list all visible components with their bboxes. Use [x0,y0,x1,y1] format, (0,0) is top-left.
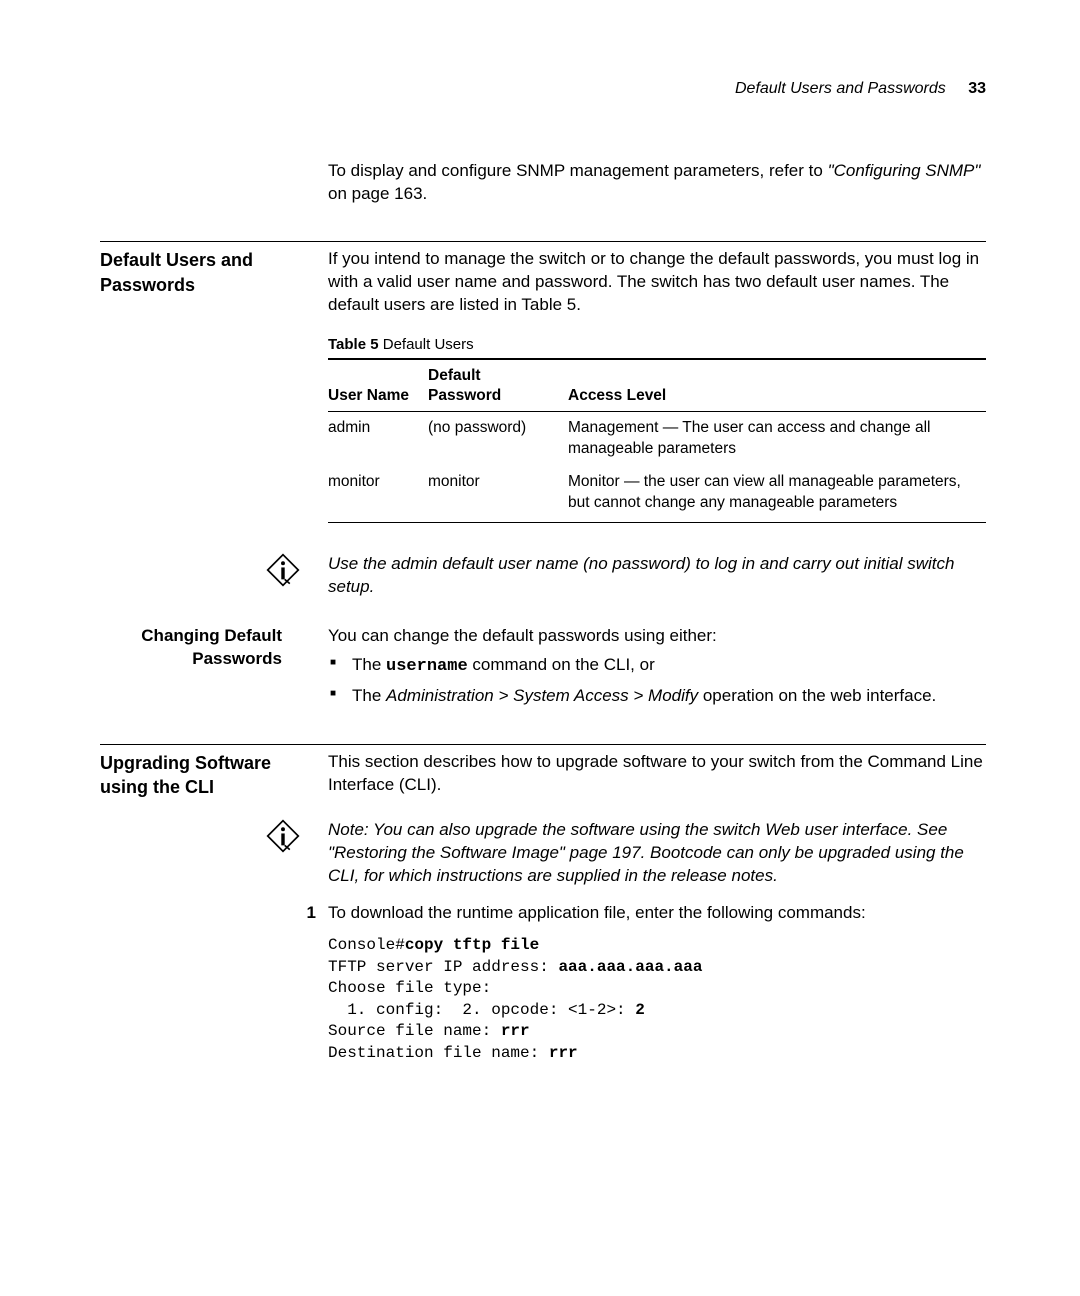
li-text: The [352,655,386,674]
li-text-tail: operation on the web interface. [698,686,936,705]
table-caption: Table 5 Default Users [328,335,986,355]
th-password-l2: Password [428,387,501,404]
code-text: Console# [328,936,405,954]
section-heading-changing-passwords: Changing Default Passwords [100,625,310,671]
changing-passwords-paragraph: You can change the default passwords usi… [328,625,986,648]
step-number: 1 [100,902,328,925]
default-users-paragraph: If you intend to manage the switch or to… [328,248,986,317]
section-heading-default-users: Default Users and Passwords [100,248,310,297]
console-block: Console#copy tftp file TFTP server IP ad… [328,935,986,1065]
list-item: The Administration > System Access > Mod… [328,685,986,708]
section-heading-upgrading: Upgrading Software using the CLI [100,751,310,800]
intro-text: To display and configure SNMP management… [328,161,828,180]
intro-crossref: "Configuring SNMP" [828,161,981,180]
table-row: admin (no password) Management — The use… [328,412,986,466]
page-number: 33 [968,80,986,97]
upgrading-paragraph: This section describes how to upgrade so… [328,751,986,797]
code-text: Source file name: [328,1022,501,1040]
section-rule [100,241,986,242]
table-caption-title: Default Users [379,336,474,353]
running-title: Default Users and Passwords [735,80,946,97]
cell-password: monitor [428,466,568,522]
info-icon [266,553,300,587]
change-password-list: The username command on the CLI, or The … [328,654,986,708]
table-row: monitor monitor Monitor — the user can v… [328,466,986,522]
th-access: Access Level [568,362,986,412]
th-password: Default Password [428,362,568,412]
code-bold: 2 [635,1001,645,1019]
intro-paragraph: To display and configure SNMP management… [328,160,986,206]
code-bold: rrr [549,1044,578,1062]
code-bold: rrr [501,1022,530,1040]
cell-username: admin [328,412,428,466]
cell-username: monitor [328,466,428,522]
code-text: Destination file name: [328,1044,549,1062]
li-text: The [352,686,386,705]
section-rule [100,744,986,745]
code-text: 1. config: 2. opcode: <1-2>: [328,1001,635,1019]
running-header: Default Users and Passwords 33 [100,78,986,100]
cli-command: username [386,657,468,676]
info-icon [266,819,300,853]
step-text: To download the runtime application file… [328,902,986,925]
th-password-l1: Default [428,367,481,384]
note-admin-login: Use the admin default user name (no pass… [328,553,986,599]
cell-password: (no password) [428,412,568,466]
menu-path: Administration > System Access > Modify [386,686,698,705]
cell-access: Monitor — the user can view all manageab… [568,466,986,522]
code-bold: copy tftp file [405,936,539,954]
table-caption-number: Table 5 [328,336,379,353]
default-users-table: User Name Default Password Access Level … [328,358,986,524]
code-bold: aaa.aaa.aaa.aaa [558,958,702,976]
list-item: The username command on the CLI, or [328,654,986,679]
intro-text-tail: on page 163. [328,184,427,203]
th-username: User Name [328,362,428,412]
cell-access: Management — The user can access and cha… [568,412,986,466]
code-text: Choose file type: [328,979,491,997]
note-upgrade-web: Note: You can also upgrade the software … [328,819,986,888]
code-text: TFTP server IP address: [328,958,558,976]
li-text-tail: command on the CLI, or [468,655,655,674]
